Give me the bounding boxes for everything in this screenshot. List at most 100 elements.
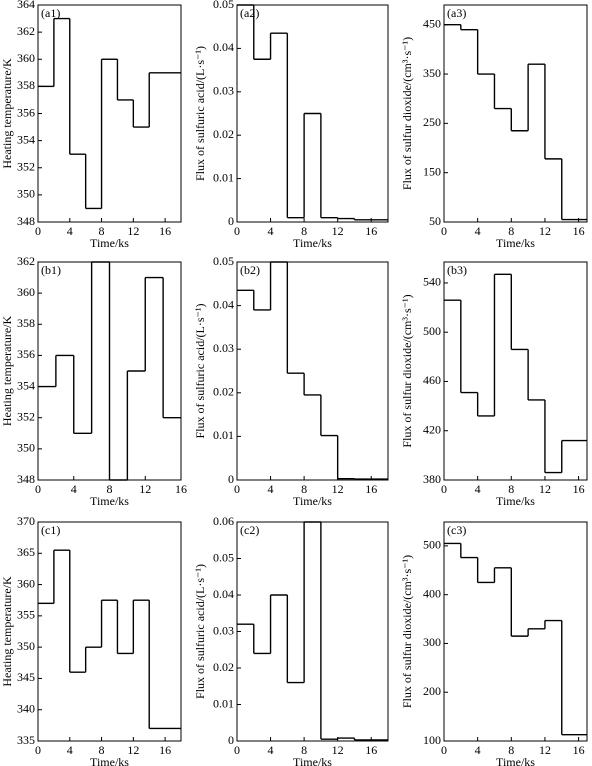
- y-tick-label: 362: [17, 254, 35, 268]
- y-tick-label: 150: [423, 164, 441, 178]
- x-tick-label: 4: [475, 224, 481, 238]
- panel-label: (c2): [240, 523, 259, 537]
- y-tick-label: 350: [17, 441, 35, 455]
- y-tick-label: 355: [17, 608, 35, 622]
- x-tick-label: 0: [234, 224, 240, 238]
- x-tick-label: 0: [35, 743, 41, 757]
- y-tick-label: 358: [17, 78, 35, 92]
- x-tick-label: 12: [332, 224, 344, 238]
- plot-frame: [443, 521, 588, 742]
- y-tick-label: 100: [423, 733, 441, 747]
- y-tick-label: 354: [17, 132, 35, 146]
- plot-frame: [37, 521, 182, 742]
- y-tick-label: 0.01: [213, 170, 234, 184]
- y-tick-label: 50: [429, 214, 441, 228]
- plot-frame: [236, 521, 389, 742]
- panel-label: (c1): [41, 523, 60, 537]
- x-tick-label: 8: [107, 482, 113, 496]
- y-tick-label: 380: [423, 472, 441, 486]
- x-tick-label: 16: [365, 743, 377, 757]
- y-tick-label: 350: [423, 66, 441, 80]
- y-tick-label: 0.02: [213, 385, 234, 399]
- y-tick-label: 0.03: [213, 84, 234, 98]
- y-tick-label: 0.05: [213, 550, 234, 564]
- x-tick-label: 12: [127, 224, 139, 238]
- y-tick-label: 500: [423, 324, 441, 338]
- y-tick-label: 0.06: [213, 514, 234, 528]
- x-tick-label: 16: [573, 743, 585, 757]
- x-axis-title: Time/ks: [90, 494, 129, 508]
- y-tick-label: 0.04: [213, 587, 234, 601]
- x-tick-label: 0: [441, 743, 447, 757]
- y-tick-label: 360: [17, 285, 35, 299]
- y-tick-label: 0.05: [213, 254, 234, 268]
- y-axis-title: Flux of sulfuric acid/(L·s⁻¹): [193, 46, 207, 181]
- x-tick-label: 8: [99, 743, 105, 757]
- y-axis-title: Flux of sulfur dioxide/(cm³·s⁻¹): [400, 294, 414, 447]
- y-axis-title: Heating temperature/K: [0, 316, 14, 427]
- y-tick-label: 450: [423, 16, 441, 30]
- y-tick-label: 0.03: [213, 341, 234, 355]
- x-tick-label: 12: [539, 224, 551, 238]
- x-axis-title: Time/ks: [496, 755, 535, 766]
- y-tick-label: 400: [423, 586, 441, 600]
- x-tick-label: 12: [139, 482, 151, 496]
- plot-frame: [443, 4, 588, 223]
- y-tick-label: 0: [228, 214, 234, 228]
- y-tick-label: 362: [17, 24, 35, 38]
- x-tick-label: 0: [35, 482, 41, 496]
- x-tick-label: 0: [441, 224, 447, 238]
- x-tick-label: 4: [475, 743, 481, 757]
- y-tick-label: 335: [17, 733, 35, 747]
- y-tick-label: 0.03: [213, 623, 234, 637]
- x-tick-label: 4: [268, 743, 274, 757]
- x-tick-label: 8: [508, 482, 514, 496]
- x-tick-label: 12: [539, 743, 551, 757]
- x-axis-title: Time/ks: [496, 494, 535, 508]
- x-axis-title: Time/ks: [496, 236, 535, 250]
- y-tick-label: 365: [17, 545, 35, 559]
- x-tick-label: 4: [475, 482, 481, 496]
- y-tick-label: 0.02: [213, 127, 234, 141]
- y-tick-label: 0.05: [213, 0, 234, 11]
- x-axis-title: Time/ks: [293, 236, 332, 250]
- y-tick-label: 345: [17, 670, 35, 684]
- panel-label: (a3): [447, 6, 466, 20]
- y-tick-label: 500: [423, 538, 441, 552]
- x-tick-label: 4: [67, 743, 73, 757]
- x-tick-label: 16: [159, 743, 171, 757]
- x-tick-label: 16: [573, 224, 585, 238]
- x-tick-label: 12: [539, 482, 551, 496]
- y-tick-label: 360: [17, 51, 35, 65]
- plot-frame: [37, 4, 182, 223]
- y-axis-title: Heating temperature/K: [0, 576, 14, 687]
- x-tick-label: 16: [175, 482, 187, 496]
- panel-label: (c3): [447, 523, 466, 537]
- x-tick-label: 8: [508, 743, 514, 757]
- x-tick-label: 0: [35, 224, 41, 238]
- plot-frame: [443, 261, 588, 481]
- y-axis-title: Flux of sulfuric acid/(L·s⁻¹): [193, 304, 207, 439]
- x-tick-label: 8: [301, 743, 307, 757]
- y-tick-label: 0.01: [213, 428, 234, 442]
- y-tick-label: 352: [17, 160, 35, 174]
- y-tick-label: 0: [228, 472, 234, 486]
- y-tick-label: 350: [17, 187, 35, 201]
- plot-frame: [236, 261, 389, 481]
- y-tick-label: 200: [423, 684, 441, 698]
- x-tick-label: 16: [365, 482, 377, 496]
- y-axis-title: Heating temperature/K: [0, 58, 14, 169]
- plot-frame: [236, 4, 389, 223]
- x-tick-label: 4: [67, 224, 73, 238]
- x-tick-label: 8: [301, 224, 307, 238]
- y-tick-label: 420: [423, 422, 441, 436]
- panel-label: (b1): [41, 263, 61, 277]
- y-tick-label: 540: [423, 275, 441, 289]
- panel-label: (a1): [41, 6, 60, 20]
- y-tick-label: 358: [17, 316, 35, 330]
- panel-label: (b2): [240, 263, 260, 277]
- x-tick-label: 12: [332, 743, 344, 757]
- y-axis-title: Flux of sulfur dioxide/(cm³·s⁻¹): [400, 555, 414, 708]
- x-tick-label: 8: [508, 224, 514, 238]
